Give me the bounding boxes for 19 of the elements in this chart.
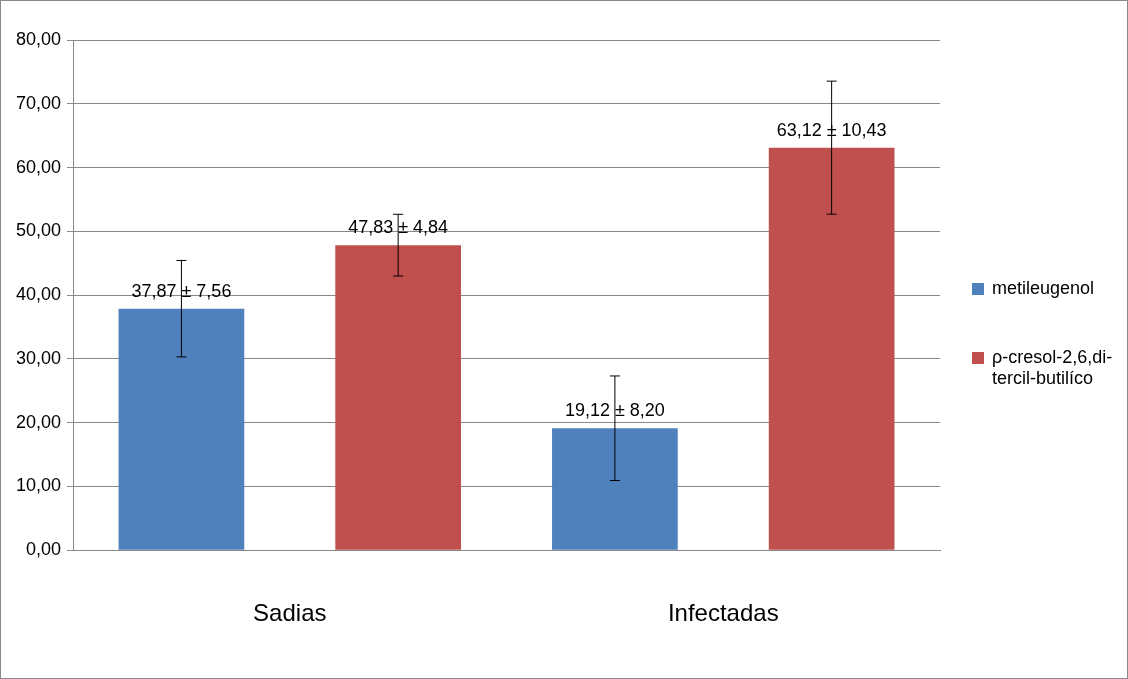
y-tick-label: 80,00 <box>16 28 62 49</box>
y-tick-label: 30,00 <box>16 347 62 368</box>
data-label: 19,12 ± 8,20 <box>564 400 665 421</box>
y-tick-label: 60,00 <box>16 156 62 177</box>
y-tick-label: 0,00 <box>26 539 62 560</box>
bar <box>768 147 895 550</box>
x-tick-label: Sadias <box>253 599 327 627</box>
y-tick-label: 40,00 <box>16 284 62 305</box>
y-tick-label: 10,00 <box>16 475 62 496</box>
legend-label: ρ-cresol-2,6,di-tercil-butilíco <box>992 347 1114 389</box>
x-tick-label: Infectadas <box>667 599 779 627</box>
data-label: 37,87 ± 7,56 <box>131 280 232 301</box>
bar <box>118 308 245 550</box>
y-tick-label: 50,00 <box>16 220 62 241</box>
bar <box>552 428 678 550</box>
legend-label: metileugenol <box>992 278 1095 299</box>
y-tick-label: 20,00 <box>16 411 62 432</box>
bar <box>335 245 462 550</box>
y-tick-label: 70,00 <box>16 92 62 113</box>
